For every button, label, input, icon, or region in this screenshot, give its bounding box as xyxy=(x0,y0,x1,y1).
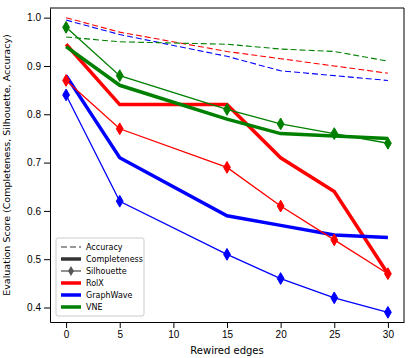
series-marker xyxy=(277,273,284,285)
series-marker xyxy=(63,89,70,101)
series-marker xyxy=(116,123,123,135)
y-tick-label: 0.7 xyxy=(27,157,41,168)
y-tick-label: 0.5 xyxy=(27,254,41,265)
y-tick: 0.5 xyxy=(27,254,50,265)
series-marker xyxy=(331,292,338,304)
y-tick-mark xyxy=(44,211,50,212)
data-area xyxy=(63,18,392,319)
series-line xyxy=(66,76,388,238)
y-tick-mark xyxy=(44,18,50,19)
y-tick: 0.8 xyxy=(27,109,50,120)
y-axis: 0.4 0.5 0.6 0.7 0.8 0.9 1.0 xyxy=(27,9,50,323)
legend-label: Silhouette xyxy=(86,267,127,276)
y-tick-mark xyxy=(44,259,50,260)
series-line xyxy=(66,80,388,273)
series-marker xyxy=(331,234,338,246)
series-marker xyxy=(224,162,231,174)
x-tick-mark xyxy=(281,322,282,328)
x-tick-mark xyxy=(173,322,174,328)
series-marker xyxy=(277,118,284,130)
legend-label: VNE xyxy=(86,303,103,312)
legend-label: GraphWave xyxy=(86,291,133,300)
y-tick-label: 0.9 xyxy=(27,61,41,72)
series-marker xyxy=(277,200,284,212)
y-tick: 0.6 xyxy=(27,206,50,217)
x-tick-mark xyxy=(388,322,389,328)
x-tick: 10 xyxy=(168,322,180,340)
x-axis: 0 5 10 15 20 25 30 xyxy=(51,322,405,340)
y-tick-label: 0.6 xyxy=(27,206,41,217)
series-marker xyxy=(116,195,123,207)
series-line xyxy=(66,18,388,74)
y-tick: 0.7 xyxy=(27,157,50,168)
frame xyxy=(404,8,405,322)
x-tick: 5 xyxy=(117,322,123,340)
x-tick: 0 xyxy=(64,322,70,340)
series-marker xyxy=(63,75,70,87)
legend-label: Completeness xyxy=(86,255,143,264)
legend-swatch xyxy=(61,305,81,309)
x-tick-mark xyxy=(66,322,67,328)
legend-label: Accuracy xyxy=(86,243,123,252)
series-line xyxy=(66,37,388,61)
x-tick-mark xyxy=(227,322,228,328)
y-tick: 0.9 xyxy=(27,61,50,72)
legend-swatch xyxy=(61,281,81,285)
series-marker xyxy=(116,70,123,82)
series-marker xyxy=(224,104,231,116)
x-tick: 25 xyxy=(329,322,341,340)
legend-swatch xyxy=(61,257,81,261)
series-marker xyxy=(385,306,392,318)
legend-marker xyxy=(68,266,74,276)
x-tick-label: 0 xyxy=(64,329,70,340)
x-tick-label: 10 xyxy=(168,329,180,340)
x-tick-label: 5 xyxy=(117,329,123,340)
legend-swatch xyxy=(61,293,81,297)
series-line xyxy=(66,27,388,143)
y-tick-mark xyxy=(44,308,50,309)
y-tick-label: 0.4 xyxy=(27,302,41,313)
legend-label: RolX xyxy=(86,279,104,288)
y-tick-mark xyxy=(44,66,50,67)
plot: 0 5 10 15 20 25 30 0.4 0.5 0.6 0.7 0.8 0.9 1.0 Accurac… xyxy=(27,8,404,340)
legend-swatch xyxy=(61,246,81,247)
x-tick-label: 15 xyxy=(222,329,234,340)
y-tick: 1.0 xyxy=(27,12,50,23)
y-tick-mark xyxy=(44,114,50,115)
y-axis-title: Evaluation Score (Completeness, Silhouet… xyxy=(1,34,12,296)
frame xyxy=(50,8,404,9)
x-tick-mark xyxy=(120,322,121,328)
y-tick-label: 0.8 xyxy=(27,109,41,120)
chart: 0 5 10 15 20 25 30 0.4 0.5 0.6 0.7 0.8 0.9 1.0 Accurac… xyxy=(0,0,412,358)
series-marker xyxy=(385,268,392,280)
x-tick-label: 25 xyxy=(329,329,341,340)
series-marker xyxy=(331,128,338,140)
x-tick-mark xyxy=(334,322,335,328)
y-tick-mark xyxy=(44,163,50,164)
y-tick-label: 1.0 xyxy=(27,12,41,23)
series-marker xyxy=(385,137,392,149)
legend-box xyxy=(56,238,144,316)
series-marker xyxy=(224,248,231,260)
x-tick-label: 30 xyxy=(383,329,395,340)
x-tick: 15 xyxy=(222,322,234,340)
y-tick: 0.4 xyxy=(27,302,50,313)
series-marker xyxy=(63,21,70,33)
legend: Accuracy Completeness Silhouette RolX GraphW… xyxy=(56,238,144,316)
x-tick: 20 xyxy=(276,322,288,340)
x-tick-label: 20 xyxy=(276,329,288,340)
y-axis-line xyxy=(50,9,51,323)
x-axis-title: Rewired edges xyxy=(190,345,263,356)
x-tick: 30 xyxy=(383,322,395,340)
